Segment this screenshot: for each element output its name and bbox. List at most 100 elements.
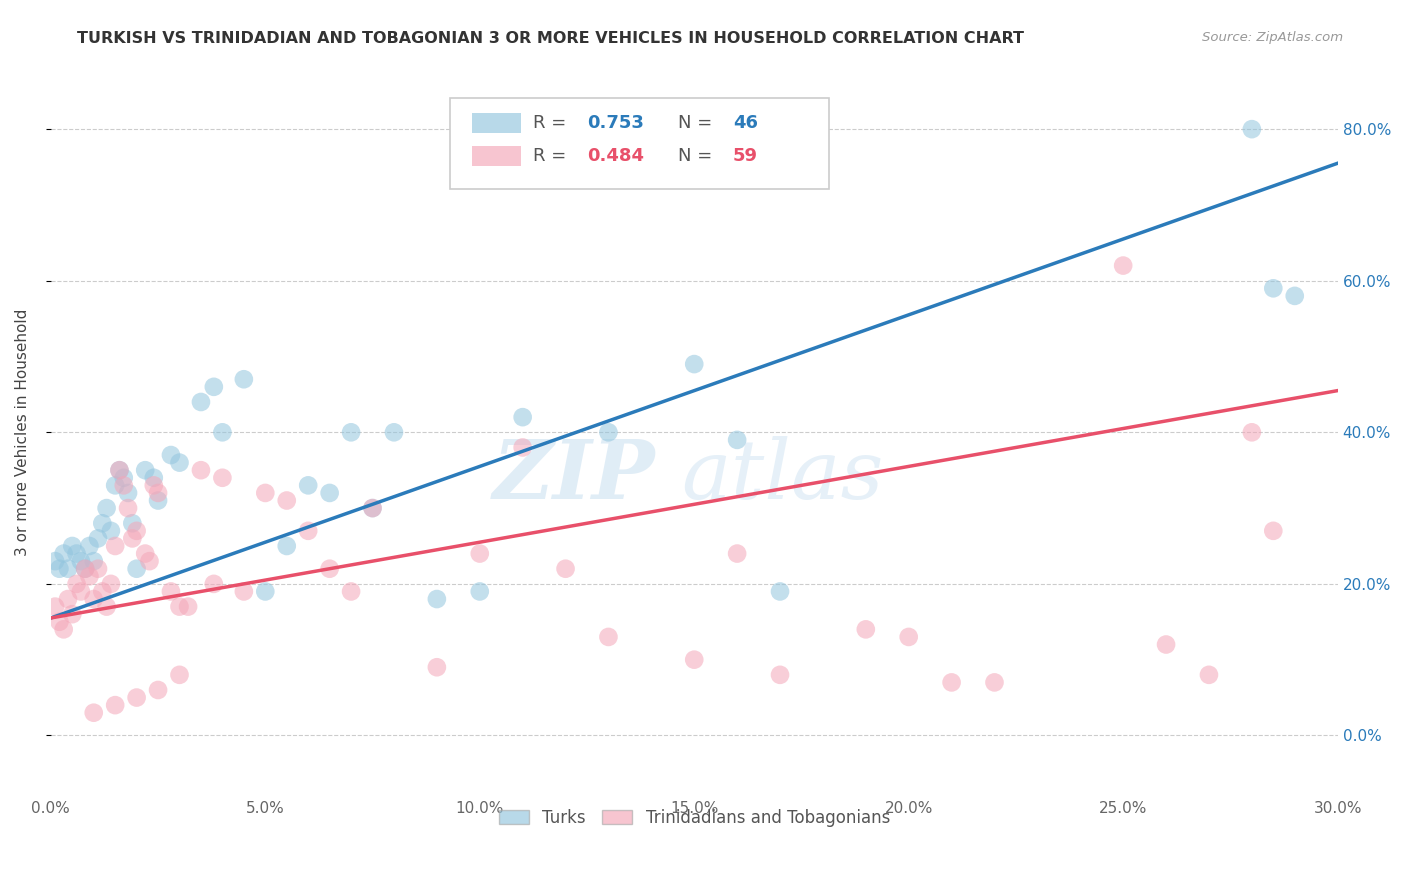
Point (941, 675, 963, 690)
Point (134, 463, 156, 477)
Point (468, 547, 491, 561)
Point (554, 562, 576, 576)
Point (297, 478, 319, 492)
Point (108, 463, 131, 477)
Point (177, 599, 200, 614)
Point (426, 660, 449, 674)
Point (142, 471, 165, 485)
Point (340, 425, 363, 440)
Point (254, 584, 277, 599)
Point (112, 471, 135, 485)
Point (160, 448, 183, 462)
Point (769, 668, 792, 682)
Point (75, 562, 97, 576)
Point (725, 547, 748, 561)
Point (56, 562, 79, 576)
FancyBboxPatch shape (471, 113, 520, 133)
Point (100, 524, 122, 538)
Point (276, 539, 298, 553)
Point (983, 675, 1005, 690)
Text: atlas: atlas (682, 436, 884, 516)
Point (598, 630, 620, 644)
Point (79, 569, 101, 583)
Point (598, 425, 620, 440)
Point (104, 698, 127, 713)
Point (1240, 122, 1263, 136)
Point (56, 592, 79, 607)
Point (117, 486, 139, 500)
Point (83, 592, 105, 607)
Point (318, 486, 340, 500)
Point (1198, 668, 1220, 682)
Point (1263, 281, 1285, 295)
Point (75, 562, 97, 576)
Point (897, 630, 920, 644)
Text: Source: ZipAtlas.com: Source: ZipAtlas.com (1202, 31, 1343, 45)
Text: N =: N = (678, 147, 717, 165)
Point (169, 668, 191, 682)
Point (468, 584, 491, 599)
Point (232, 372, 254, 386)
Point (65, 547, 87, 561)
Point (1263, 524, 1285, 538)
Point (855, 623, 877, 637)
Point (426, 592, 449, 607)
Text: R =: R = (533, 147, 572, 165)
Point (1240, 425, 1263, 440)
Point (91, 584, 114, 599)
Point (138, 554, 160, 568)
Point (202, 577, 225, 591)
Point (202, 380, 225, 394)
Point (121, 532, 143, 546)
Point (79, 539, 101, 553)
Text: 0.484: 0.484 (588, 147, 644, 165)
Point (125, 690, 148, 705)
Point (142, 478, 165, 492)
Point (340, 584, 363, 599)
Text: 0.753: 0.753 (588, 114, 644, 132)
Point (769, 584, 792, 599)
Point (512, 410, 534, 425)
Point (125, 562, 148, 576)
Point (361, 501, 384, 516)
Point (108, 463, 131, 477)
FancyBboxPatch shape (450, 97, 830, 188)
Point (65, 577, 87, 591)
Point (190, 463, 212, 477)
Y-axis label: 3 or more Vehicles in Household: 3 or more Vehicles in Household (15, 309, 30, 556)
Point (83, 706, 105, 720)
Point (100, 577, 122, 591)
Point (48, 562, 70, 576)
Point (276, 493, 298, 508)
Point (232, 584, 254, 599)
Point (104, 478, 127, 492)
Point (125, 524, 148, 538)
Point (117, 501, 139, 516)
Point (1112, 259, 1135, 273)
Point (297, 524, 319, 538)
Text: TURKISH VS TRINIDADIAN AND TOBAGONIAN 3 OR MORE VEHICLES IN HOUSEHOLD CORRELATIO: TURKISH VS TRINIDADIAN AND TOBAGONIAN 3 … (77, 31, 1025, 46)
Point (512, 441, 534, 455)
Text: R =: R = (533, 114, 572, 132)
Point (211, 471, 233, 485)
Point (318, 562, 340, 576)
Point (52, 623, 75, 637)
Point (254, 486, 277, 500)
Point (361, 501, 384, 516)
Point (87, 532, 110, 546)
Point (683, 653, 706, 667)
Point (112, 478, 135, 492)
Point (83, 554, 105, 568)
FancyBboxPatch shape (471, 145, 520, 166)
Point (160, 584, 183, 599)
Point (1154, 638, 1177, 652)
Text: N =: N = (678, 114, 717, 132)
Point (134, 547, 156, 561)
Point (70, 584, 93, 599)
Point (104, 539, 127, 553)
Point (382, 425, 405, 440)
Text: 59: 59 (733, 147, 758, 165)
Point (121, 516, 143, 531)
Point (52, 547, 75, 561)
Point (1284, 289, 1306, 303)
